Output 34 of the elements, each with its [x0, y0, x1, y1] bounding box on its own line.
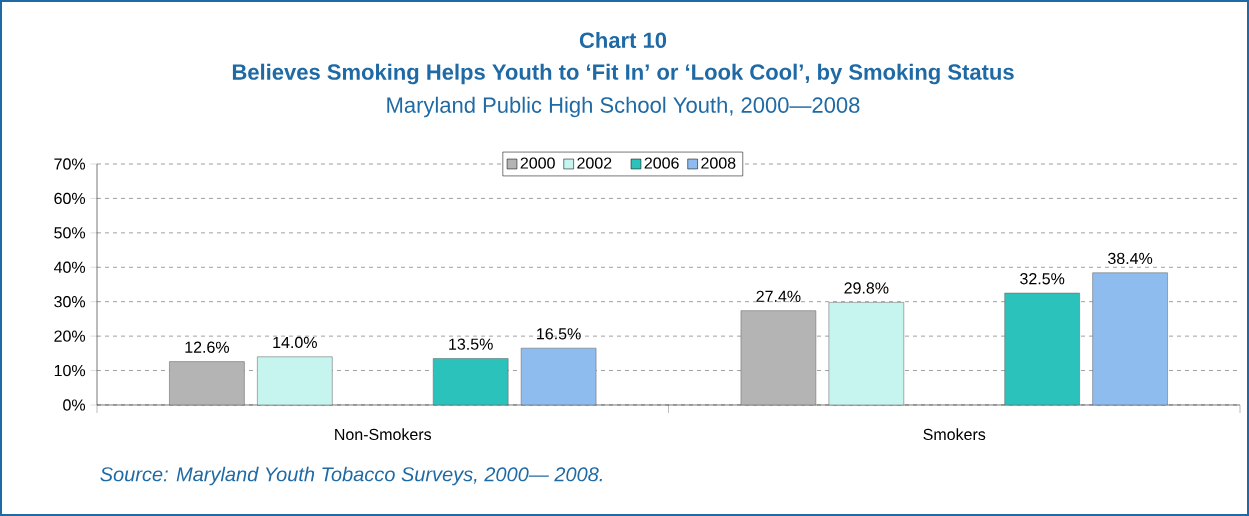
y-tick-label: 20% [54, 330, 86, 342]
bar [740, 310, 817, 406]
bar [1092, 272, 1168, 406]
bar [432, 358, 509, 406]
chart-title: Chart 10 [579, 31, 667, 49]
data-label: 38.4% [1108, 252, 1153, 265]
chart-subtitle: Believes Smoking Helps Youth to ‘Fit In’ or ‘Look Cool’, by Smoking Status [232, 63, 1014, 85]
text: Maryland Public High School Youth, 2000—2008 [387, 96, 860, 118]
data-label: 14.0% [273, 336, 317, 349]
legend-label: 2000 [520, 157, 555, 169]
data-label: 27.4% [756, 290, 801, 302]
y-tick-label: 70% [54, 158, 86, 170]
bar [828, 302, 905, 406]
y-tick-label: 60% [54, 192, 86, 205]
legend-label: 2002 [577, 157, 612, 169]
data-label: 12.6% [185, 341, 230, 353]
bar [520, 347, 597, 406]
y-tick-label: 40% [53, 261, 86, 273]
x-tick-label: Smokers [923, 428, 986, 441]
data-label: 29.8% [844, 282, 889, 294]
legend-label: 2008 [701, 157, 736, 169]
bar [1004, 292, 1080, 406]
data-label: 16.5% [537, 328, 581, 340]
legend-label: 2006 [644, 157, 679, 169]
x-tick-label: Non-Smokers [335, 428, 432, 441]
data-label: 32.5% [1020, 273, 1065, 285]
y-tick-label: 0% [63, 399, 86, 411]
source-note: Source: Maryland Youth Tobacco Surveys, 2000— 2008. [100, 466, 602, 486]
y-tick-label: 50% [54, 227, 86, 239]
y-tick-label: 10% [54, 364, 86, 377]
y-tick-label: 30% [54, 296, 86, 308]
bar [257, 356, 333, 406]
bar [169, 361, 245, 406]
data-label: 13.5% [449, 338, 493, 350]
